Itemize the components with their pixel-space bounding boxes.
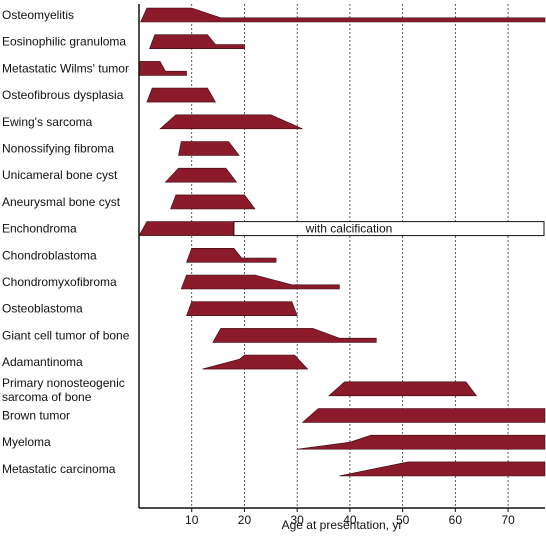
bar-13: [202, 354, 309, 370]
category-label: Osteomyelitis: [2, 8, 74, 22]
x-tick-label: 60: [449, 513, 463, 527]
x-tick-label: 30: [291, 513, 305, 527]
bar-9: [186, 248, 277, 263]
category-label: Metastatic Wilms' tumor: [2, 61, 129, 75]
category-label: Osteofibrous dysplasia: [2, 88, 124, 102]
category-label: Enchondroma: [2, 222, 77, 236]
bar-8: [138, 221, 235, 236]
category-label: Adamantinoma: [2, 355, 83, 369]
x-axis-label: Age at presentation, yr: [282, 518, 403, 532]
x-tick-label: 20: [238, 513, 252, 527]
axes: 10 20 30 40 50 60 70: [138, 4, 545, 527]
bars: with calcification: [138, 7, 546, 477]
category-labels: Osteomyelitis Eosinophilic granuloma Metas…: [2, 8, 130, 476]
bar-3: [146, 87, 217, 103]
bar-10: [180, 274, 340, 290]
bar-16: [297, 434, 546, 450]
category-label: Aneurysmal bone cyst: [2, 195, 121, 209]
bar-1: [149, 34, 245, 50]
bar-15: [301, 408, 546, 423]
bar-7: [170, 194, 256, 210]
bar-12: [212, 328, 377, 343]
bar-0: [140, 7, 546, 23]
category-label: Primary nonosteogenic sarcoma of bone: [2, 376, 125, 404]
x-tick-label: 70: [501, 513, 515, 527]
bar-4: [159, 114, 303, 130]
bar-14: [328, 381, 478, 397]
x-tick-label: 50: [396, 513, 410, 527]
x-tick-label: 10: [185, 513, 199, 527]
category-label: Brown tumor: [2, 409, 70, 423]
bar-17: [339, 461, 546, 477]
gridlines: [191, 4, 509, 508]
annotation-label: with calcification: [305, 222, 393, 236]
category-label: Metastatic carcinoma: [2, 462, 116, 476]
category-label: Eosinophilic granuloma: [2, 35, 126, 49]
annotation-box: [233, 221, 545, 237]
category-label: Osteoblastoma: [2, 302, 83, 316]
category-label: Nonossifying fibroma: [2, 142, 114, 156]
bar-2: [138, 61, 187, 76]
category-label: Myeloma: [2, 435, 51, 449]
category-label: Unicameral bone cyst: [2, 168, 118, 182]
category-label: Chondroblastoma: [2, 248, 97, 262]
bar-6: [164, 167, 238, 183]
bar-11: [186, 301, 298, 317]
x-tick-label: 40: [343, 513, 357, 527]
bar-5: [178, 141, 240, 156]
category-label: Ewing's sarcoma: [2, 115, 93, 129]
category-label: Chondromyxofibroma: [2, 275, 117, 289]
category-label: Giant cell tumor of bone: [2, 328, 130, 342]
